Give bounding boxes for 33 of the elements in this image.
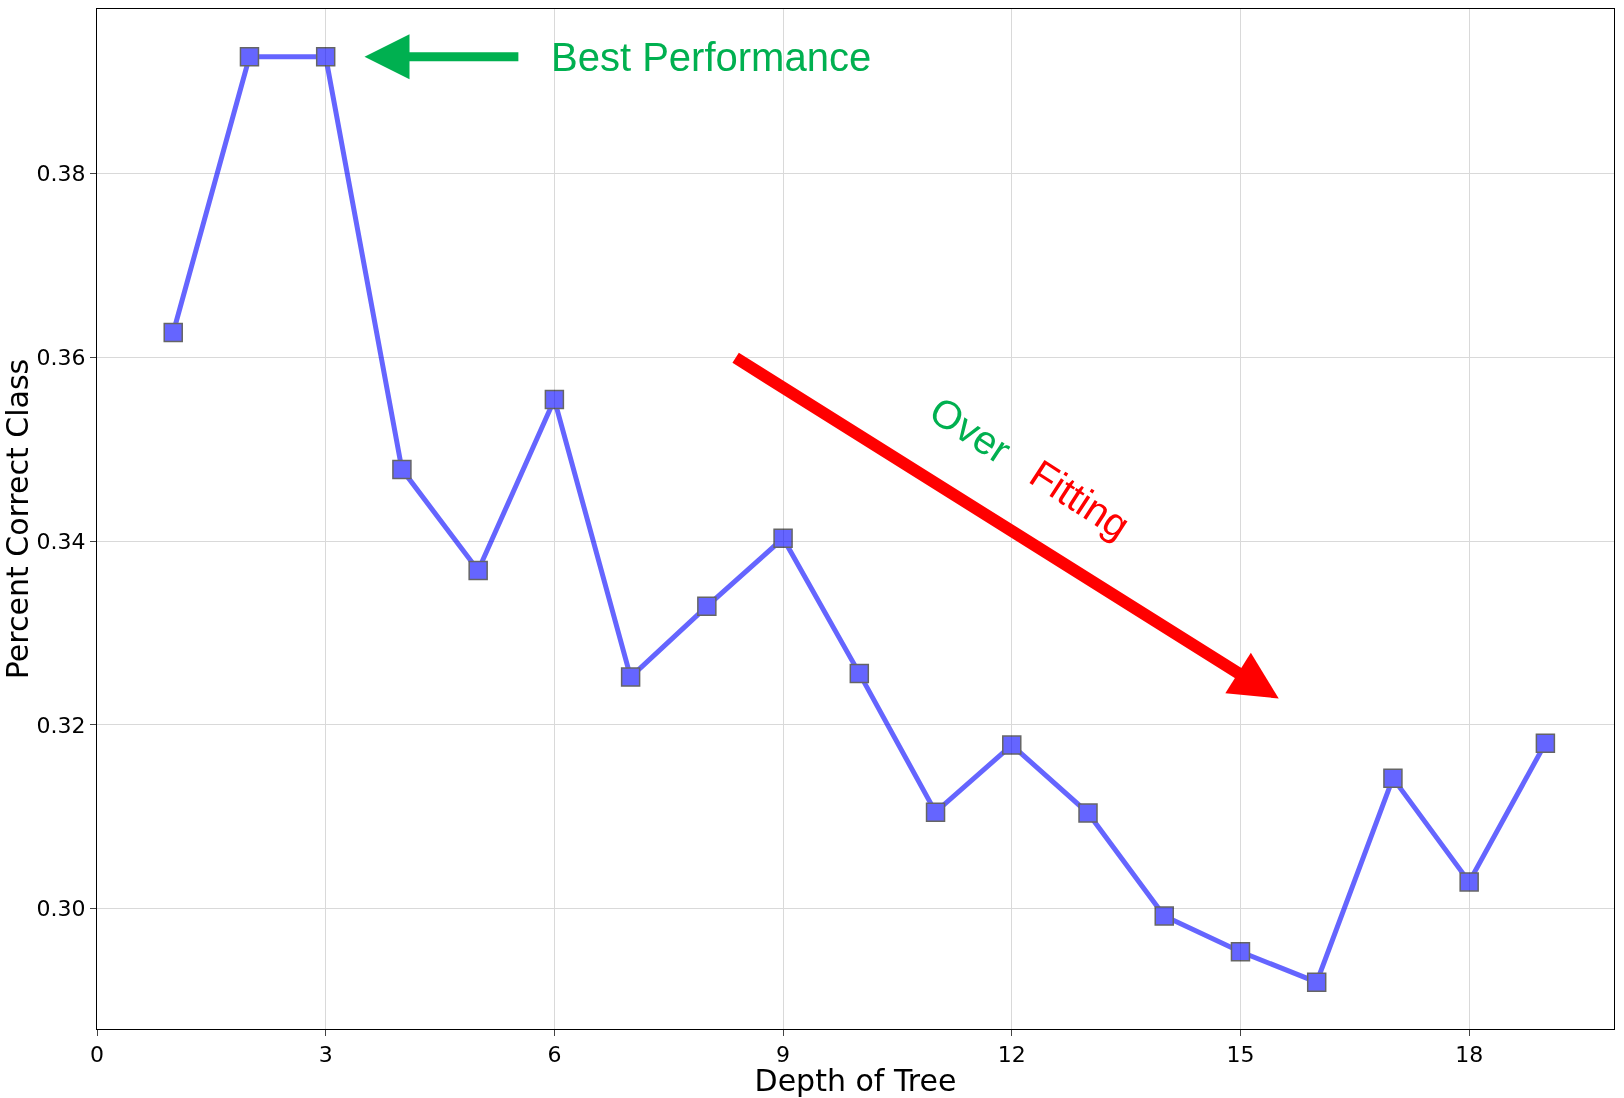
x-tick-label: 15	[1226, 1042, 1255, 1068]
point	[1002, 735, 1022, 755]
y-tick-label: 0.30	[36, 896, 86, 922]
x-tick-label: 0	[90, 1042, 104, 1068]
y-tick-label: 0.36	[36, 344, 86, 370]
point	[163, 322, 183, 343]
x-tick-label: 12	[997, 1042, 1026, 1068]
y-axis-title: Percent Correct Class	[0, 358, 35, 680]
x-tick-label: 6	[547, 1042, 562, 1068]
y-tick-label: 0.34	[36, 528, 86, 554]
annotation: Best Performance	[551, 35, 872, 79]
annotation: Over	[922, 387, 1019, 472]
point	[849, 663, 870, 684]
x-tick-label: 3	[318, 1042, 333, 1068]
x-tick-label: 18	[1455, 1042, 1484, 1068]
point	[468, 560, 488, 581]
point	[925, 802, 946, 822]
point	[1230, 942, 1251, 962]
point	[697, 596, 717, 617]
point	[1459, 872, 1479, 892]
point	[773, 528, 793, 549]
point	[1383, 768, 1403, 788]
point	[315, 47, 336, 67]
point	[544, 389, 565, 410]
point	[620, 667, 641, 687]
point	[392, 459, 412, 480]
y-tick-label: 0.32	[36, 712, 86, 738]
point	[1154, 906, 1174, 926]
point	[1078, 803, 1098, 823]
y-tick-label: 0.38	[36, 161, 86, 187]
point	[1535, 733, 1556, 753]
point	[1306, 972, 1327, 992]
point	[239, 47, 260, 67]
